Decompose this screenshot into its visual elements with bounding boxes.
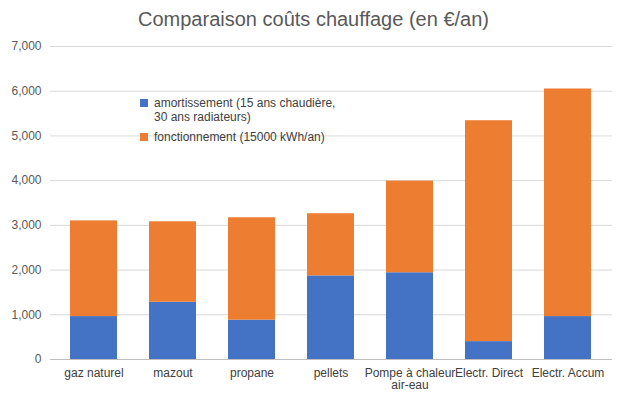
svg-text:7,000: 7,000 (11, 39, 41, 53)
html-text:fonctionnement (15000 kWh/an): fonctionnement (15000 kWh/an) (154, 130, 325, 144)
svg-text:4,000: 4,000 (11, 173, 41, 187)
html-text:amortissement (15 ans chaudièr: amortissement (15 ans chaudière, 30 ans … (154, 96, 336, 124)
svg-text:2,000: 2,000 (11, 263, 41, 277)
svg-text:propane: propane (230, 366, 274, 380)
svg-text:gaz naturel: gaz naturel (64, 366, 123, 380)
svg-text:3,000: 3,000 (11, 218, 41, 232)
html-text:Comparaison coûts chauffage (e: Comparaison coûts chauffage (en €/an) (138, 8, 489, 30)
svg-text:0: 0 (35, 352, 42, 366)
svg-text:5,000: 5,000 (11, 129, 41, 143)
svg-text:pellets: pellets (314, 366, 349, 380)
svg-text:mazout: mazout (153, 366, 193, 380)
svg-text:Electr. Accum: Electr. Accum (532, 366, 605, 380)
svg-text:Pompe à chaleurair-eau: Pompe à chaleurair-eau (365, 366, 456, 392)
svg-text:1,000: 1,000 (11, 308, 41, 322)
svg-text:6,000: 6,000 (11, 84, 41, 98)
svg-text:Electr. Direct: Electr. Direct (455, 366, 524, 380)
